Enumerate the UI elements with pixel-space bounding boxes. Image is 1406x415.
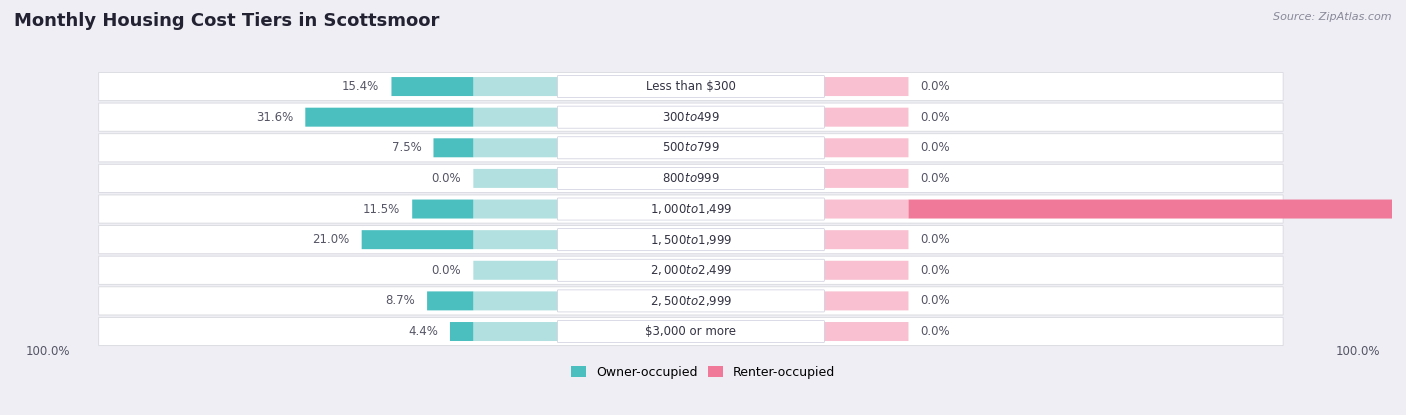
Text: $800 to $999: $800 to $999 [662,172,720,185]
Text: Monthly Housing Cost Tiers in Scottsmoor: Monthly Housing Cost Tiers in Scottsmoor [14,12,440,30]
FancyBboxPatch shape [474,77,558,96]
Text: 8.7%: 8.7% [385,294,415,308]
FancyBboxPatch shape [824,107,908,127]
Text: 0.0%: 0.0% [921,325,950,338]
Text: 11.5%: 11.5% [363,203,401,215]
Text: 0.0%: 0.0% [921,264,950,277]
Text: $2,500 to $2,999: $2,500 to $2,999 [650,294,733,308]
FancyBboxPatch shape [824,200,908,219]
Text: $1,000 to $1,499: $1,000 to $1,499 [650,202,733,216]
Text: 0.0%: 0.0% [921,80,950,93]
Text: 0.0%: 0.0% [921,172,950,185]
Text: 0.0%: 0.0% [432,264,461,277]
FancyBboxPatch shape [557,167,824,189]
FancyBboxPatch shape [824,322,908,341]
FancyBboxPatch shape [474,322,558,341]
Text: $2,000 to $2,499: $2,000 to $2,499 [650,263,733,277]
FancyBboxPatch shape [474,261,558,280]
Text: 100.0%: 100.0% [27,344,70,358]
FancyBboxPatch shape [98,164,1284,193]
FancyBboxPatch shape [427,291,474,310]
FancyBboxPatch shape [824,138,908,157]
FancyBboxPatch shape [557,290,824,312]
FancyBboxPatch shape [557,76,824,98]
FancyBboxPatch shape [824,77,908,96]
Text: 4.4%: 4.4% [408,325,437,338]
FancyBboxPatch shape [98,256,1284,284]
FancyBboxPatch shape [391,77,474,96]
Text: Less than $300: Less than $300 [645,80,735,93]
FancyBboxPatch shape [557,320,824,342]
Text: 0.0%: 0.0% [921,294,950,308]
FancyBboxPatch shape [474,138,558,157]
FancyBboxPatch shape [474,107,558,127]
Text: $3,000 or more: $3,000 or more [645,325,737,338]
Text: 15.4%: 15.4% [342,80,380,93]
FancyBboxPatch shape [98,317,1284,346]
FancyBboxPatch shape [474,291,558,310]
FancyBboxPatch shape [908,200,1406,219]
FancyBboxPatch shape [557,229,824,251]
Text: 21.0%: 21.0% [312,233,350,246]
Text: $500 to $799: $500 to $799 [662,141,720,154]
FancyBboxPatch shape [98,73,1284,100]
Text: 0.0%: 0.0% [921,111,950,124]
FancyBboxPatch shape [305,107,474,127]
FancyBboxPatch shape [824,230,908,249]
Text: Source: ZipAtlas.com: Source: ZipAtlas.com [1274,12,1392,22]
Text: 100.0%: 100.0% [1336,344,1379,358]
FancyBboxPatch shape [450,322,474,341]
FancyBboxPatch shape [557,259,824,281]
Text: 31.6%: 31.6% [256,111,294,124]
FancyBboxPatch shape [557,137,824,159]
FancyBboxPatch shape [361,230,474,249]
Text: $1,500 to $1,999: $1,500 to $1,999 [650,233,733,247]
FancyBboxPatch shape [98,287,1284,315]
Legend: Owner-occupied, Renter-occupied: Owner-occupied, Renter-occupied [567,361,839,384]
FancyBboxPatch shape [412,200,474,219]
Text: 0.0%: 0.0% [921,141,950,154]
FancyBboxPatch shape [557,198,824,220]
FancyBboxPatch shape [824,261,908,280]
FancyBboxPatch shape [557,106,824,128]
Text: 7.5%: 7.5% [392,141,422,154]
Text: $300 to $499: $300 to $499 [662,111,720,124]
FancyBboxPatch shape [824,169,908,188]
FancyBboxPatch shape [433,138,474,157]
FancyBboxPatch shape [98,134,1284,162]
Text: 0.0%: 0.0% [921,233,950,246]
FancyBboxPatch shape [98,103,1284,131]
FancyBboxPatch shape [98,195,1284,223]
FancyBboxPatch shape [474,169,558,188]
FancyBboxPatch shape [824,291,908,310]
FancyBboxPatch shape [98,226,1284,254]
FancyBboxPatch shape [474,200,558,219]
FancyBboxPatch shape [474,230,558,249]
Text: 0.0%: 0.0% [432,172,461,185]
